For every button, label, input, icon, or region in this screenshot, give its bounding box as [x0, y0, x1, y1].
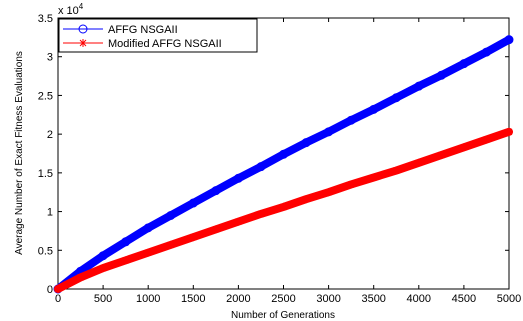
- y-tick-label: 1.5: [38, 168, 53, 180]
- data-point: [347, 180, 356, 189]
- data-point: [121, 237, 131, 247]
- data-point: [234, 217, 243, 226]
- data-point: [279, 149, 288, 159]
- data-point: [233, 173, 243, 183]
- x-tick-label: 5000: [497, 293, 521, 305]
- data-point: [76, 273, 85, 282]
- data-point: [324, 127, 334, 137]
- y-tick-label: 0: [47, 284, 53, 296]
- x-tick-label: 4000: [407, 293, 431, 305]
- legend-marker-affg: [78, 24, 88, 34]
- series-modified-affg-nsgaii: [54, 127, 513, 293]
- data-point: [211, 225, 220, 234]
- data-point: [301, 138, 311, 148]
- data-point: [369, 104, 379, 114]
- data-point: [505, 127, 513, 136]
- y-tick-label: 2: [47, 129, 53, 141]
- data-point: [99, 264, 108, 273]
- x-tick-label: 2000: [226, 293, 250, 305]
- data-point: [188, 198, 198, 208]
- legend-label-modified: Modified AFFG NSGAII: [108, 38, 222, 50]
- data-point: [166, 210, 176, 220]
- y-tick-label: 0.5: [38, 245, 53, 257]
- x-tick-label: 3000: [316, 293, 340, 305]
- y-tick-label: 3.5: [38, 13, 53, 25]
- data-point: [256, 209, 265, 218]
- x-tick-label: 500: [94, 293, 112, 305]
- series-layer: [53, 35, 514, 294]
- data-point: [369, 173, 378, 182]
- x-axis-label: Number of Generations: [231, 310, 335, 321]
- data-point: [144, 248, 153, 257]
- data-point: [414, 158, 423, 167]
- legend: AFFG NSGAII Modified AFFG NSGAII: [58, 18, 258, 53]
- y-tick-label: 3: [47, 52, 53, 64]
- data-point: [436, 70, 446, 80]
- data-point: [166, 240, 175, 249]
- data-point: [121, 256, 130, 265]
- data-point: [482, 135, 491, 144]
- legend-label-affg: AFFG NSGAII: [108, 24, 178, 36]
- series-affg-nsgaii: [53, 35, 514, 294]
- y-tick-label: 1: [47, 207, 53, 219]
- y-multiplier: x 104: [58, 2, 84, 17]
- axis-ticks: 0 500 1000 1500 2000 2500 3000 3500 4000 4500 5000…: [38, 13, 522, 305]
- data-point: [256, 162, 266, 172]
- data-point: [189, 233, 198, 242]
- x-tick-label: 1500: [181, 293, 205, 305]
- data-point: [504, 35, 514, 45]
- data-point: [392, 166, 401, 175]
- x-tick-label: 1000: [136, 293, 160, 305]
- data-point: [414, 81, 424, 91]
- data-point: [437, 151, 446, 160]
- x-tick-label: 4500: [452, 293, 476, 305]
- data-point: [459, 59, 469, 69]
- data-point: [459, 143, 468, 152]
- data-point: [346, 115, 356, 125]
- data-point: [391, 93, 401, 103]
- x-tick-label: 3500: [361, 293, 385, 305]
- data-point: [302, 195, 311, 204]
- data-point: [54, 285, 62, 293]
- data-point: [279, 202, 288, 211]
- data-point: [98, 251, 108, 261]
- series-line: [57, 39, 510, 290]
- legend-box: [58, 18, 258, 53]
- data-point: [143, 223, 153, 233]
- x-tick-label: 2500: [271, 293, 295, 305]
- legend-marker-modified: [79, 39, 87, 47]
- y-axis-label: Average Number of Exact Fitness Evaluati…: [14, 51, 25, 255]
- data-point: [324, 188, 333, 197]
- data-point: [211, 186, 221, 196]
- y-tick-label: 2.5: [38, 90, 53, 102]
- data-point: [481, 47, 491, 57]
- x-tick-label: 0: [55, 293, 61, 305]
